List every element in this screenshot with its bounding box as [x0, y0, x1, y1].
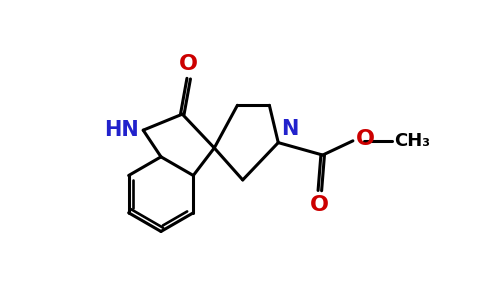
Text: O: O [310, 195, 329, 215]
Text: O: O [356, 129, 375, 149]
Text: HN: HN [104, 120, 139, 140]
Text: O: O [179, 54, 198, 74]
Text: N: N [281, 119, 299, 139]
Text: CH₃: CH₃ [394, 132, 430, 150]
